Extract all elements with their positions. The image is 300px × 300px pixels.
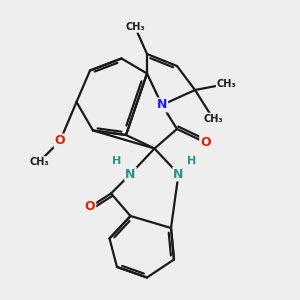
Text: CH₃: CH₃ <box>217 79 236 89</box>
Text: CH₃: CH₃ <box>125 22 145 32</box>
Text: O: O <box>200 136 211 149</box>
Text: N: N <box>125 167 136 181</box>
Text: H: H <box>188 155 196 166</box>
Text: CH₃: CH₃ <box>29 157 49 167</box>
Text: CH₃: CH₃ <box>203 113 223 124</box>
Text: O: O <box>85 200 95 214</box>
Text: O: O <box>55 134 65 148</box>
Text: H: H <box>112 155 122 166</box>
Text: N: N <box>173 167 184 181</box>
Text: N: N <box>157 98 167 112</box>
